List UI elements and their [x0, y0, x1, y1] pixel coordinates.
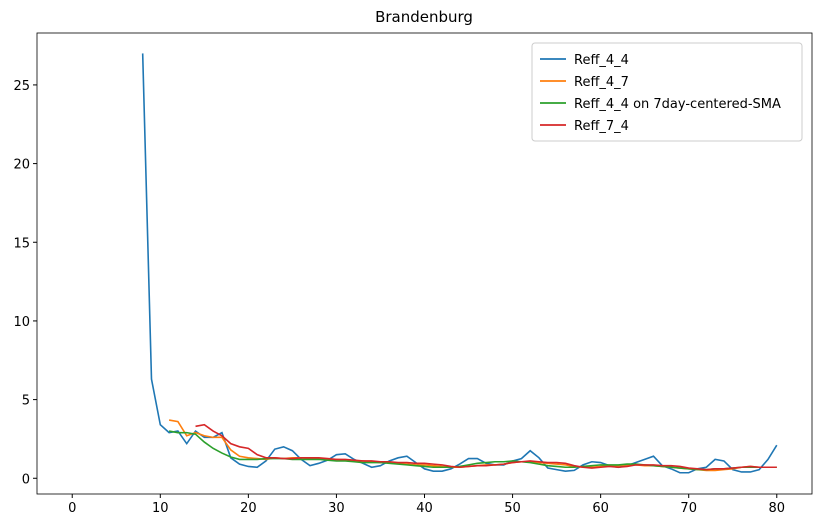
y-tick-label: 20 — [13, 158, 30, 173]
series-line — [141, 53, 778, 474]
x-tick-label: 80 — [768, 501, 785, 516]
y-tick-label: 5 — [22, 394, 30, 409]
legend-label: Reff_7_4 — [574, 119, 629, 134]
x-tick-label: 20 — [240, 501, 257, 516]
x-tick-label: 50 — [504, 501, 521, 516]
legend-label: Reff_4_7 — [574, 75, 629, 90]
legend-label: Reff_4_4 on 7day-centered-SMA — [574, 97, 781, 112]
x-tick-label: 10 — [152, 501, 169, 516]
x-tick-label: 60 — [592, 501, 609, 516]
series-line — [168, 419, 777, 472]
series-line — [195, 423, 777, 471]
y-tick-label: 15 — [13, 236, 30, 251]
legend-box — [531, 42, 803, 142]
legend-label: Reff_4_4 — [574, 53, 629, 68]
x-tick-label: 70 — [680, 501, 697, 516]
x-tick-label: 30 — [328, 501, 345, 516]
y-tick-label: 25 — [13, 79, 30, 94]
x-tick-label: 40 — [416, 501, 433, 516]
series-line — [168, 430, 777, 471]
y-tick-label: 10 — [13, 315, 30, 330]
x-tick-label: 0 — [68, 501, 76, 516]
chart-title: Brandenburg — [375, 8, 473, 26]
y-tick-label: 0 — [22, 472, 30, 487]
legend: Reff_4_4 Reff_4_7 Reff_4_4 on 7day-centere… — [531, 42, 803, 142]
